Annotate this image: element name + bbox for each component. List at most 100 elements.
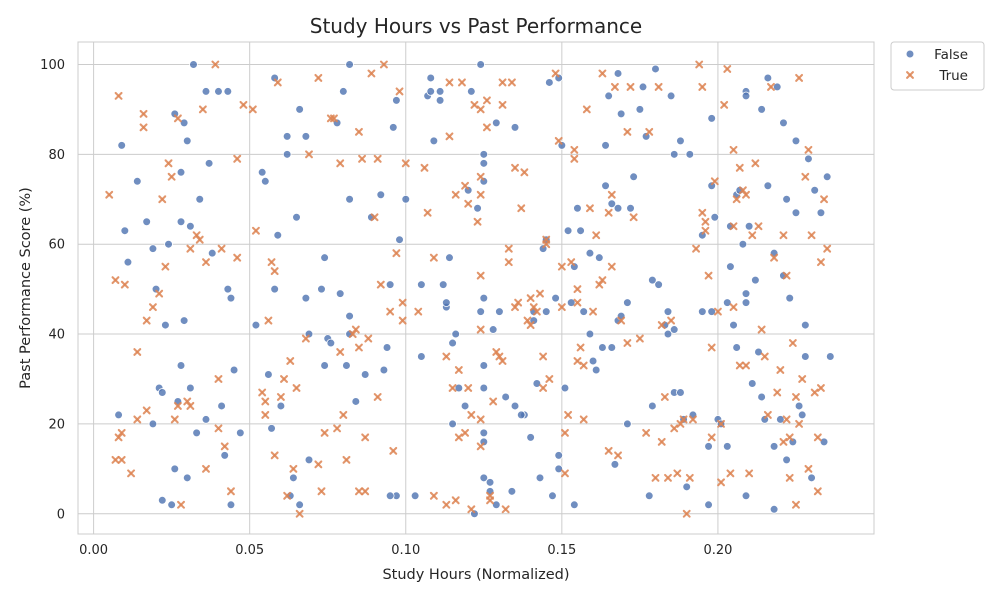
data-point-true [820,195,829,204]
plot-area [77,41,875,535]
data-point-false [769,442,779,451]
data-point-true [704,271,713,280]
data-point-false [223,87,233,96]
data-point-false [157,496,167,505]
data-point-false [435,96,445,105]
data-point-false [738,239,748,249]
data-point-true [561,428,569,437]
data-point-false [295,500,304,510]
data-point-false [176,168,186,177]
data-point-true [551,69,560,78]
data-point-true [148,303,157,312]
data-point-true [261,410,270,419]
data-point-true [361,487,370,496]
data-point-false [757,105,766,114]
data-point-false [623,298,632,307]
data-point-false [763,73,773,83]
data-point-false [445,253,454,262]
data-point-true [139,123,148,132]
data-point-true [573,357,582,365]
data-point-false [217,401,226,411]
y-tick-label: 100 [40,58,65,73]
data-point-false [545,78,554,87]
data-point-false [392,96,401,105]
data-point-true [801,172,810,181]
data-point-true [395,87,404,96]
data-point-true [804,145,813,154]
data-point-false [454,383,464,393]
data-point-true [635,334,644,343]
data-point-false [601,181,610,191]
data-point-false [654,280,663,289]
data-point-false [479,473,489,483]
data-point-true [202,464,210,473]
data-point-true [604,208,613,217]
data-point-false [629,172,638,182]
data-point-true [202,258,210,267]
data-point-true [451,190,460,199]
data-point-true [442,352,451,361]
data-point-true [473,217,482,226]
data-point-true [698,82,707,91]
y-tick-label: 40 [48,328,65,343]
data-point-false [579,307,588,316]
data-point-true [161,262,170,271]
data-point-true [511,163,519,172]
data-point-false [148,244,158,253]
data-point-true [314,460,323,469]
data-point-false [251,320,261,330]
data-point-false [613,69,623,78]
data-point-true [626,82,635,91]
data-point-true [461,428,470,437]
data-point-false [729,320,738,330]
data-point-false [220,451,230,460]
legend-label-false: False [934,47,968,63]
data-point-false [292,212,301,222]
data-point-true [536,289,544,298]
data-point-false [754,347,763,357]
y-tick-labels: 0 20 40 60 80 100 [40,58,65,522]
data-point-true [420,163,429,172]
data-point-false [585,329,595,339]
data-point-false [794,401,804,411]
data-point-false [320,361,329,370]
data-point-true [423,208,432,217]
data-point-false [170,464,180,474]
data-point-true [576,343,585,352]
data-point-true [217,244,226,253]
data-point-true [167,172,176,181]
data-point-false [638,82,648,92]
data-point-true [211,60,220,69]
data-point-true [142,406,151,415]
data-point-false [226,500,236,510]
data-point-true [667,316,676,325]
data-point-false [410,491,420,501]
data-point-false [376,190,386,200]
data-point-true [507,78,516,87]
data-point-true [554,136,563,145]
data-point-false [648,401,657,411]
data-point-false [704,500,713,510]
data-point-false [429,136,439,146]
data-point-true [398,298,407,307]
data-point-true [735,163,744,172]
data-point-false [401,194,411,204]
data-point-true [173,114,182,123]
data-point-false [801,352,810,361]
data-point-false [395,235,404,244]
data-point-true [610,82,619,91]
data-point-true [782,415,791,424]
y-tick-label: 60 [48,238,65,253]
data-point-false [782,194,791,204]
data-point-true [445,78,454,87]
data-point-true [442,500,451,509]
data-point-true [358,154,367,163]
data-point-true [470,100,479,109]
data-point-true [614,451,622,460]
data-point-false [448,419,457,429]
data-point-false [791,208,801,218]
data-point-false [267,424,276,433]
data-point-true [598,69,607,78]
data-point-true [170,415,179,424]
data-point-true [373,154,382,163]
